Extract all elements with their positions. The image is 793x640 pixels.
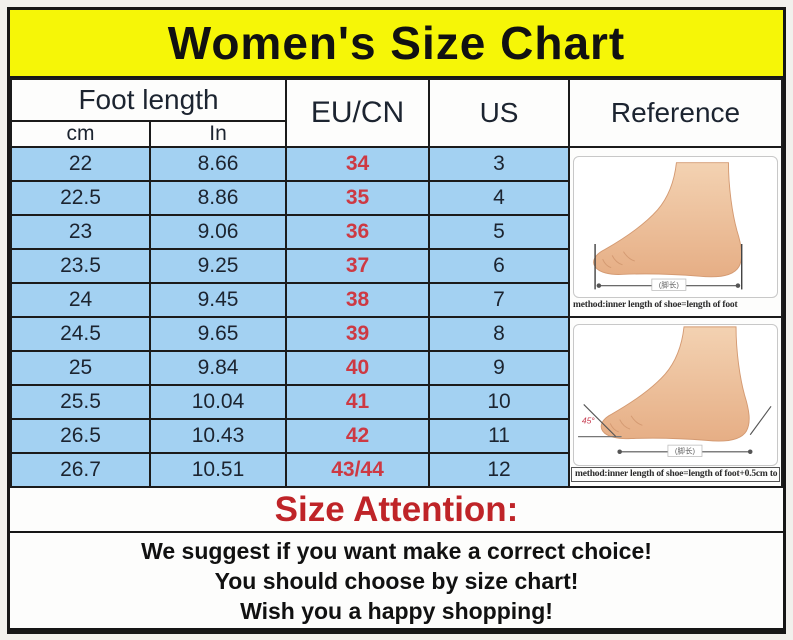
cell-in: 9.45 [148, 282, 288, 318]
table-row: 24 9.45 38 7 [10, 282, 782, 318]
cell-cm: 24 [10, 282, 151, 318]
cell-eu: 37 [285, 248, 431, 284]
table-row: 22.5 8.86 35 4 [10, 180, 782, 216]
cell-in: 9.25 [148, 248, 288, 284]
column-header-reference: Reference [568, 78, 783, 148]
reference-caption-1: method:inner length of shoe=length of fo… [573, 299, 738, 310]
foot-measure-diagram-1: (脚长) [573, 155, 778, 298]
table-row: 25 9.84 40 9 [10, 350, 782, 386]
cell-us: 7 [428, 282, 571, 318]
column-header-cm: cm [10, 120, 151, 148]
cell-eu: 34 [285, 146, 431, 182]
cell-cm: 25 [10, 350, 151, 386]
cell-us: 9 [428, 350, 571, 386]
table-row: 22 8.66 34 3 [10, 146, 783, 318]
cell-cm: 23 [10, 214, 151, 250]
column-header-us: US [428, 78, 571, 148]
foot-side-view-icon: (脚长) [593, 161, 743, 291]
reference-cell-bottom: 45° (脚长) method:inner length of shoe=len… [568, 316, 783, 488]
size-chart-frame: Women's Size Chart Foot length EU/CN US … [7, 7, 786, 634]
measure-length-label: (脚长) [675, 446, 696, 456]
cell-in: 10.43 [148, 418, 288, 454]
cell-cm: 26.5 [10, 418, 151, 454]
cell-cm: 25.5 [10, 384, 151, 420]
table-row: 26.7 10.51 43/44 12 [10, 452, 782, 488]
column-header-foot-length: Foot length [9, 78, 288, 122]
advice-line-2: You should choose by size chart! [214, 567, 579, 594]
cell-eu: 43/44 [285, 452, 431, 488]
table-row: 26.5 10.43 42 11 [10, 418, 782, 454]
shopping-advice-block: We suggest if you want make a correct ch… [10, 533, 783, 628]
cell-cm: 22.5 [10, 180, 151, 216]
chart-title-bar: Women's Size Chart [10, 10, 783, 78]
cell-cm: 24.5 [10, 316, 151, 352]
cell-cm: 26.7 [10, 452, 151, 488]
cell-us: 4 [428, 180, 571, 216]
cell-in: 10.04 [148, 384, 288, 420]
page-title: Women's Size Chart [167, 17, 626, 69]
foot-side-view-angle-icon: 45° (脚长) [578, 326, 772, 457]
table-row: 23 9.06 36 5 [10, 214, 782, 250]
cell-us: 5 [428, 214, 571, 250]
size-table: Foot length EU/CN US Reference cm In 22 … [9, 78, 783, 488]
cell-us: 11 [428, 418, 571, 454]
cell-us: 10 [428, 384, 571, 420]
cell-cm: 23.5 [10, 248, 151, 284]
cell-in: 9.06 [148, 214, 288, 250]
table-row: 25.5 10.04 41 10 [10, 384, 782, 420]
cell-us: 3 [428, 146, 571, 182]
column-header-in: In [148, 120, 288, 148]
cell-eu: 36 [285, 214, 431, 250]
cell-eu: 42 [285, 418, 431, 454]
advice-line-1: We suggest if you want make a correct ch… [141, 537, 652, 564]
measure-length-label: (脚长) [659, 279, 680, 289]
size-attention-heading: Size Attention: [274, 489, 519, 529]
foot-measure-diagram-2: 45° (脚长) [573, 324, 778, 466]
size-attention-bar: Size Attention: [10, 488, 783, 533]
cell-in: 8.86 [148, 180, 288, 216]
cell-eu: 40 [285, 350, 431, 386]
column-header-eu-cn: EU/CN [285, 78, 431, 148]
cell-in: 9.65 [148, 316, 288, 352]
reference-caption-2: method:inner length of shoe=length of fo… [571, 467, 780, 482]
cell-eu: 35 [285, 180, 431, 216]
cell-us: 12 [428, 452, 571, 488]
cell-in: 8.66 [148, 146, 288, 182]
table-row: 23.5 9.25 37 6 [10, 248, 782, 284]
cell-eu: 41 [285, 384, 431, 420]
cell-eu: 39 [285, 316, 431, 352]
cell-in: 9.84 [148, 350, 288, 386]
cell-eu: 38 [285, 282, 431, 318]
advice-line-3: Wish you a happy shopping! [240, 597, 553, 624]
angle-45-label: 45° [582, 415, 595, 425]
reference-cell-top: (脚长) method:inner length of shoe=length … [568, 146, 783, 318]
cell-us: 6 [428, 248, 571, 284]
table-row: 24.5 9.65 39 8 [10, 316, 783, 488]
cell-cm: 22 [10, 146, 151, 182]
cell-us: 8 [428, 316, 571, 352]
cell-in: 10.51 [148, 452, 288, 488]
